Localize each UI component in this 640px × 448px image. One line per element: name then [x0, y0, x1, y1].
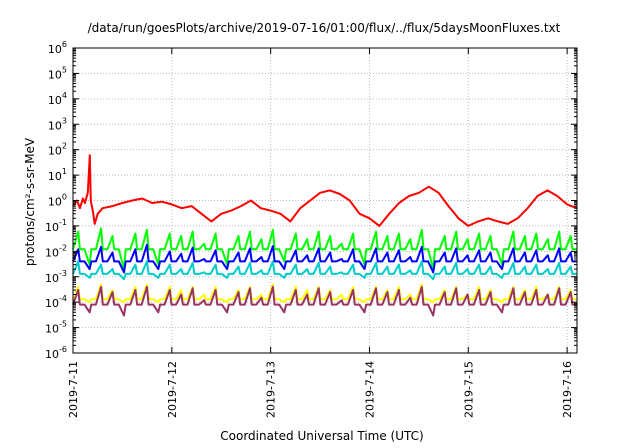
y-tick-label: 10-4 — [45, 294, 67, 310]
y-tick-label: 100 — [48, 193, 67, 209]
y-tick-exponent: -1 — [59, 218, 67, 227]
x-tick-label: 2019-7-14 — [363, 361, 376, 418]
y-tick-exponent: 1 — [62, 167, 67, 176]
y-tick-base: 10 — [48, 119, 62, 132]
y-tick-exponent: -3 — [59, 269, 67, 278]
x-tick-label: 2019-7-13 — [265, 361, 278, 418]
y-tick-base: 10 — [48, 145, 62, 158]
y-tick-exponent: 6 — [62, 40, 67, 49]
series-line-4 — [72, 260, 577, 281]
y-tick-base: 10 — [45, 221, 59, 234]
x-tick-label: 2019-7-12 — [166, 361, 179, 418]
x-tick-label: 2019-7-15 — [462, 361, 475, 418]
y-tick-base: 10 — [48, 196, 62, 209]
series-line-2 — [72, 227, 577, 271]
y-tick-base: 10 — [48, 170, 62, 183]
y-tick-label: 101 — [48, 167, 67, 183]
y-tick-label: 10-2 — [45, 243, 67, 259]
series-group — [72, 154, 578, 317]
y-tick-label: 103 — [48, 116, 67, 132]
y-tick-exponent: -2 — [59, 243, 67, 252]
y-tick-base: 10 — [45, 348, 59, 361]
chart-title: /data/run/goesPlots/archive/2019-07-16/0… — [88, 21, 561, 35]
y-tick-base: 10 — [48, 94, 62, 107]
y-tick-exponent: 3 — [62, 116, 67, 125]
y-tick-label: 105 — [48, 65, 67, 81]
y-tick-label: 10-3 — [45, 269, 67, 285]
y-tick-base: 10 — [45, 246, 59, 259]
y-tick-label: 10-6 — [45, 345, 67, 361]
x-axis-label: Coordinated Universal Time (UTC) — [220, 429, 423, 443]
y-tick-base: 10 — [48, 43, 62, 56]
y-tick-label: 106 — [48, 40, 67, 56]
y-tick-exponent: 0 — [62, 193, 67, 202]
y-tick-label: 102 — [48, 142, 67, 158]
y-tick-exponent: -4 — [59, 294, 67, 303]
x-tick-label: 2019-7-11 — [67, 361, 80, 418]
y-axis: 10-610-510-410-310-210-11001011021031041… — [45, 40, 577, 361]
series-line-3 — [72, 243, 577, 274]
x-axis: 2019-7-11 2019-7-12 2019-7-13 2019-7-14 2019… — [67, 48, 574, 418]
y-tick-label: 10-5 — [45, 320, 67, 336]
y-axis-label: protons/cm²-s-sr-MeV — [23, 137, 37, 266]
y-tick-exponent: -6 — [59, 345, 67, 354]
y-tick-exponent: 5 — [62, 65, 67, 74]
y-tick-label: 10-1 — [45, 218, 67, 234]
series-line-6 — [72, 285, 577, 317]
y-tick-base: 10 — [45, 297, 59, 310]
y-tick-exponent: 2 — [62, 142, 67, 151]
y-tick-label: 104 — [48, 91, 67, 107]
series-line-1 — [72, 154, 578, 227]
y-tick-base: 10 — [48, 68, 62, 81]
x-tick-label: 2019-7-16 — [561, 361, 574, 418]
y-tick-base: 10 — [45, 323, 59, 336]
y-tick-base: 10 — [45, 272, 59, 285]
y-tick-exponent: -5 — [59, 320, 67, 329]
y-tick-exponent: 4 — [62, 91, 67, 100]
